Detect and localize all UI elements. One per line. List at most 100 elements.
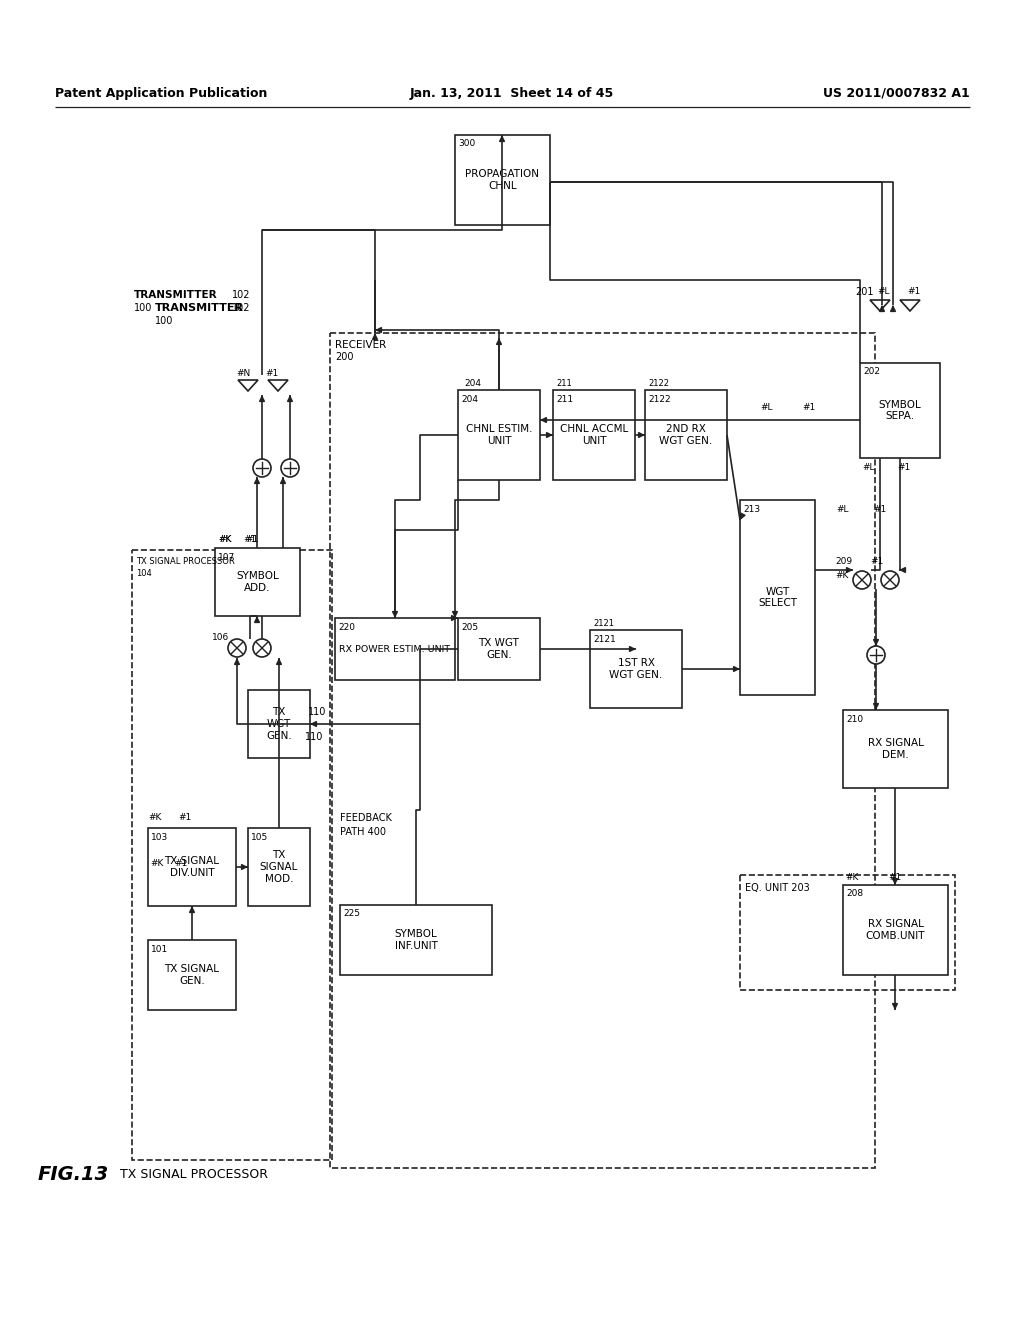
Bar — [645, 389, 727, 480]
Text: 105: 105 — [251, 833, 268, 842]
Text: RX SIGNAL
COMB.UNIT: RX SIGNAL COMB.UNIT — [865, 919, 926, 941]
Text: TX SIGNAL PROCESSOR: TX SIGNAL PROCESSOR — [120, 1168, 268, 1181]
Text: 210: 210 — [846, 714, 863, 723]
Text: SYMBOL
INF.UNIT: SYMBOL INF.UNIT — [394, 929, 437, 950]
Text: 100: 100 — [134, 304, 153, 313]
Text: 104: 104 — [136, 569, 152, 578]
Text: #L: #L — [862, 463, 874, 473]
Text: WGT
SELECT: WGT SELECT — [758, 586, 797, 609]
Text: PATH 400: PATH 400 — [340, 828, 386, 837]
Text: 204: 204 — [461, 395, 478, 404]
Text: TX
WGT
GEN.: TX WGT GEN. — [266, 708, 292, 741]
Text: #1: #1 — [243, 536, 256, 544]
Text: #K: #K — [845, 874, 858, 883]
Text: #1: #1 — [178, 813, 191, 822]
Bar — [843, 884, 948, 975]
Bar — [335, 618, 455, 680]
Bar — [132, 550, 332, 1160]
Bar — [148, 940, 236, 1010]
Text: TX SIGNAL
DIV.UNIT: TX SIGNAL DIV.UNIT — [165, 857, 219, 878]
Text: 2122: 2122 — [648, 395, 671, 404]
Text: 213: 213 — [743, 504, 760, 513]
Bar — [843, 710, 948, 788]
Text: #1: #1 — [265, 368, 279, 378]
Circle shape — [253, 459, 271, 477]
Text: 204: 204 — [464, 379, 481, 388]
Text: CHNL ESTIM.
UNIT: CHNL ESTIM. UNIT — [466, 424, 532, 446]
Text: 110: 110 — [305, 733, 324, 742]
Text: #1: #1 — [873, 506, 886, 515]
Circle shape — [867, 645, 885, 664]
Text: CHNL ACCML
UNIT: CHNL ACCML UNIT — [560, 424, 628, 446]
Text: TRANSMITTER: TRANSMITTER — [134, 290, 218, 300]
Text: RX POWER ESTIM. UNIT: RX POWER ESTIM. UNIT — [339, 644, 451, 653]
Circle shape — [853, 572, 871, 589]
Bar — [215, 548, 300, 616]
Text: #1: #1 — [174, 858, 187, 867]
Text: 220: 220 — [338, 623, 355, 631]
Text: 2121: 2121 — [593, 619, 614, 627]
Text: TRANSMITTER: TRANSMITTER — [155, 304, 244, 313]
Circle shape — [281, 459, 299, 477]
Bar — [590, 630, 682, 708]
Text: #1: #1 — [888, 874, 901, 883]
Text: Patent Application Publication: Patent Application Publication — [55, 87, 267, 99]
Text: #1: #1 — [907, 288, 921, 297]
Text: 102: 102 — [232, 290, 251, 300]
Text: 300: 300 — [458, 140, 475, 149]
Bar — [458, 618, 540, 680]
Text: 209: 209 — [835, 557, 852, 566]
Bar — [340, 906, 492, 975]
Text: #1: #1 — [897, 463, 910, 473]
Text: 2121: 2121 — [593, 635, 615, 644]
Bar — [330, 333, 874, 1168]
Text: 205: 205 — [461, 623, 478, 631]
Text: 106: 106 — [212, 632, 229, 642]
Text: 100: 100 — [155, 315, 173, 326]
Text: US 2011/0007832 A1: US 2011/0007832 A1 — [823, 87, 970, 99]
Text: 103: 103 — [151, 833, 168, 842]
Text: SYMBOL
ADD.: SYMBOL ADD. — [237, 572, 279, 593]
Text: #K: #K — [218, 536, 231, 544]
Text: 102: 102 — [232, 304, 251, 313]
Text: TX SIGNAL PROCESSOR: TX SIGNAL PROCESSOR — [136, 557, 234, 566]
Text: RX SIGNAL
DEM.: RX SIGNAL DEM. — [867, 738, 924, 760]
Text: 225: 225 — [343, 909, 360, 919]
Text: 208: 208 — [846, 890, 863, 899]
Text: 107: 107 — [218, 553, 236, 561]
Text: SYMBOL
SEPA.: SYMBOL SEPA. — [879, 400, 922, 421]
Text: #K: #K — [218, 536, 231, 544]
Text: 1ST RX
WGT GEN.: 1ST RX WGT GEN. — [609, 659, 663, 680]
Text: #K: #K — [148, 813, 162, 822]
Bar — [248, 690, 310, 758]
Text: 201: 201 — [855, 286, 873, 297]
Text: 211: 211 — [556, 395, 573, 404]
Bar — [458, 389, 540, 480]
Text: RECEIVER: RECEIVER — [335, 341, 386, 350]
Bar — [553, 389, 635, 480]
Text: #K: #K — [835, 570, 848, 579]
Text: #L: #L — [760, 404, 772, 412]
Bar — [148, 828, 236, 906]
Bar — [248, 828, 310, 906]
Text: EQ. UNIT 203: EQ. UNIT 203 — [745, 883, 810, 894]
Bar — [740, 500, 815, 696]
Bar — [740, 875, 955, 990]
Text: Jan. 13, 2011  Sheet 14 of 45: Jan. 13, 2011 Sheet 14 of 45 — [410, 87, 614, 99]
Text: #L: #L — [877, 288, 890, 297]
Text: PROPAGATION
CHNL: PROPAGATION CHNL — [466, 169, 540, 191]
Text: #1: #1 — [802, 404, 815, 412]
Text: 2122: 2122 — [648, 379, 669, 388]
Circle shape — [228, 639, 246, 657]
Text: 101: 101 — [151, 945, 168, 953]
Circle shape — [253, 639, 271, 657]
Text: TX
SIGNAL
MOD.: TX SIGNAL MOD. — [260, 850, 298, 883]
Bar — [860, 363, 940, 458]
Text: #K: #K — [150, 858, 164, 867]
Text: 2ND RX
WGT GEN.: 2ND RX WGT GEN. — [659, 424, 713, 446]
Text: 202: 202 — [863, 367, 880, 376]
Text: #1: #1 — [245, 536, 258, 544]
Text: 211: 211 — [556, 379, 571, 388]
Circle shape — [881, 572, 899, 589]
Text: 110: 110 — [308, 708, 327, 717]
